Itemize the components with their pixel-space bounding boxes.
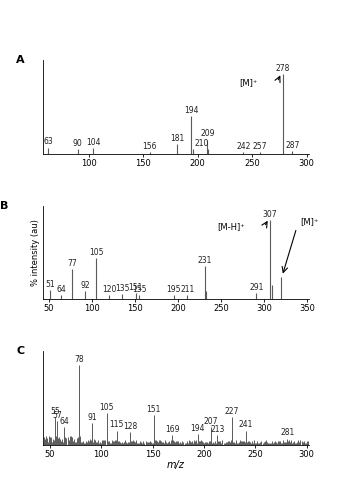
Text: 194: 194 <box>191 424 205 432</box>
Text: 227: 227 <box>225 407 239 416</box>
Text: [M]⁺: [M]⁺ <box>300 217 318 226</box>
Text: 105: 105 <box>99 403 114 412</box>
Text: 241: 241 <box>239 420 253 430</box>
Text: 307: 307 <box>263 210 277 218</box>
Text: [M]⁺: [M]⁺ <box>239 78 258 87</box>
Text: 78: 78 <box>74 355 84 364</box>
Text: 57: 57 <box>52 411 62 420</box>
Text: 155: 155 <box>132 286 146 294</box>
Text: 63: 63 <box>44 138 53 146</box>
Text: 128: 128 <box>123 422 137 431</box>
Text: 90: 90 <box>73 139 83 148</box>
Text: 242: 242 <box>236 142 250 151</box>
Text: 195: 195 <box>166 286 181 294</box>
Text: 104: 104 <box>86 138 100 147</box>
Text: 151: 151 <box>146 404 161 413</box>
Text: 209: 209 <box>200 130 215 138</box>
Text: 51: 51 <box>45 280 55 288</box>
Text: 105: 105 <box>89 248 104 257</box>
Text: 211: 211 <box>180 286 194 294</box>
Text: 207: 207 <box>204 418 218 426</box>
Text: 151: 151 <box>129 283 143 292</box>
Text: 91: 91 <box>87 412 97 422</box>
Text: 287: 287 <box>285 140 299 149</box>
Text: 194: 194 <box>184 106 198 114</box>
Text: 156: 156 <box>142 142 157 151</box>
Text: 64: 64 <box>56 286 66 294</box>
Text: 213: 213 <box>210 426 225 434</box>
Text: 120: 120 <box>102 286 116 294</box>
Text: 231: 231 <box>198 256 212 265</box>
Text: 169: 169 <box>165 426 179 434</box>
Text: A: A <box>16 56 25 66</box>
Text: 278: 278 <box>275 64 290 73</box>
Text: 210: 210 <box>194 139 209 148</box>
Text: 77: 77 <box>67 259 77 268</box>
Text: 92: 92 <box>80 282 90 290</box>
X-axis label: m/z: m/z <box>167 460 185 470</box>
Text: 181: 181 <box>170 134 184 143</box>
Text: 115: 115 <box>109 420 124 430</box>
Text: 257: 257 <box>252 142 267 151</box>
Text: 64: 64 <box>60 418 69 426</box>
Text: 135: 135 <box>115 284 129 292</box>
Text: B: B <box>0 201 9 211</box>
Text: [M-H]⁺: [M-H]⁺ <box>217 222 245 232</box>
Text: C: C <box>16 346 24 356</box>
Text: 55: 55 <box>50 407 60 416</box>
Y-axis label: % intensity (au): % intensity (au) <box>31 219 40 286</box>
Text: 281: 281 <box>280 428 294 438</box>
Text: 291: 291 <box>249 283 263 292</box>
